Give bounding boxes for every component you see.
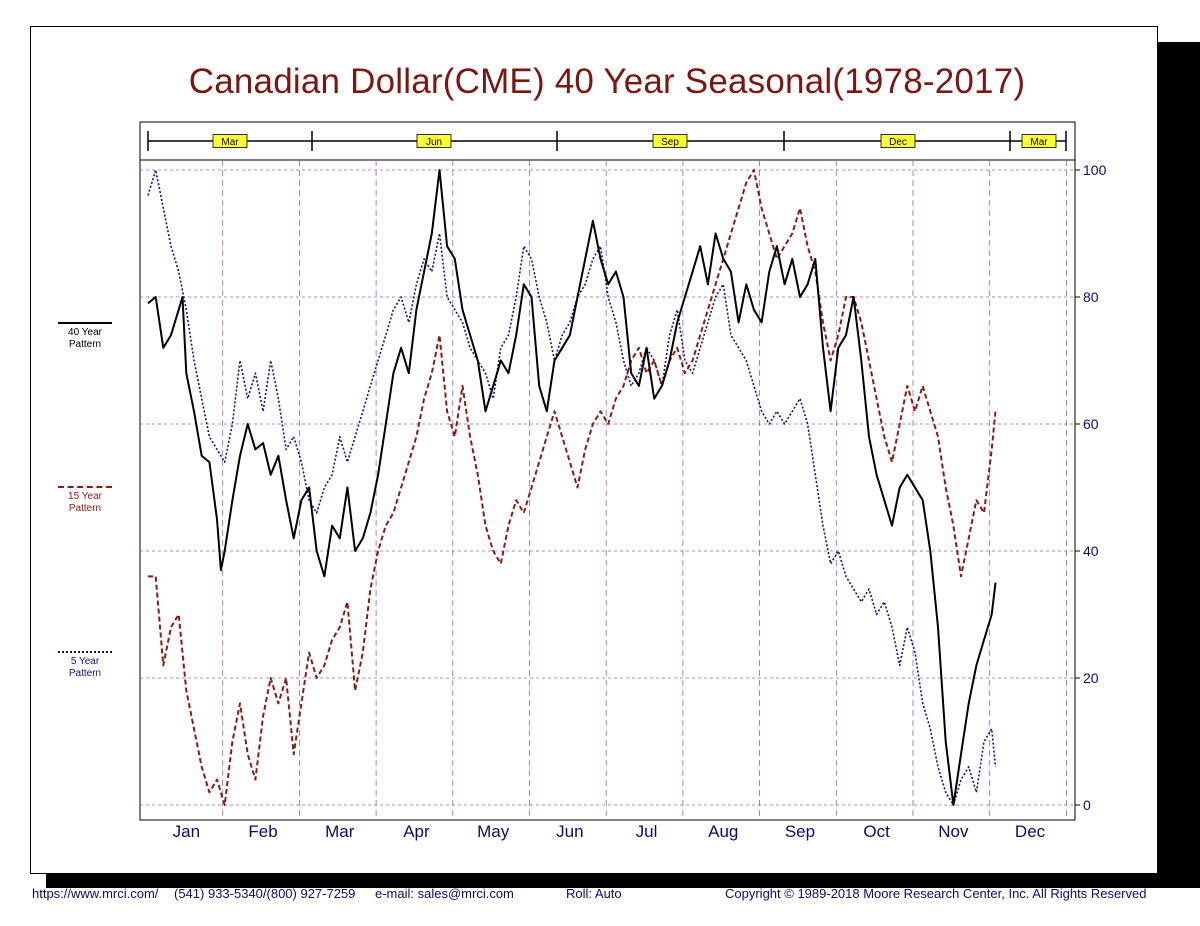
y-tick-label: 20 xyxy=(1083,670,1099,686)
series-line-40-year-pattern xyxy=(147,169,997,806)
y-tick-label: 80 xyxy=(1083,289,1099,305)
contract-label-box xyxy=(880,134,916,148)
legend-label-line2: Pattern xyxy=(68,503,102,514)
x-month-label: Jan xyxy=(173,822,200,841)
x-month-label: Sep xyxy=(785,822,815,841)
contract-label-box xyxy=(1021,134,1057,148)
x-month-label: Mar xyxy=(325,822,355,841)
y-tick-label: 40 xyxy=(1083,543,1099,559)
contract-label-box xyxy=(416,134,452,148)
legend-label-line1: 5 Year xyxy=(70,656,100,667)
legend-label-line2: Pattern xyxy=(68,668,102,679)
contract-label: Jun xyxy=(426,137,442,148)
contract-label-box xyxy=(212,134,248,148)
x-month-label: Jun xyxy=(556,822,583,841)
x-month-label: Nov xyxy=(938,822,969,841)
x-month-label: Oct xyxy=(863,822,890,841)
x-month-label: Feb xyxy=(248,822,277,841)
x-month-label: Aug xyxy=(708,822,738,841)
legend-5-year: 5 Year Pattern xyxy=(58,651,112,680)
series-line-15-year-pattern xyxy=(148,169,997,806)
chart-title: Canadian Dollar(CME) 40 Year Seasonal(19… xyxy=(188,62,1026,101)
contract-label: Dec xyxy=(889,137,907,148)
legend-line-15-year xyxy=(58,486,112,488)
footer-roll: Roll: Auto xyxy=(566,886,622,901)
legend-line-5-year xyxy=(58,651,112,653)
footer-copyright: Copyright © 1989-2018 Moore Research Cen… xyxy=(725,886,1147,901)
footer-url[interactable]: https://www.mrci.com/ xyxy=(32,886,159,901)
x-month-label: Jul xyxy=(636,822,658,841)
footer: https://www.mrci.com/ (541) 933-5340/(80… xyxy=(32,886,1168,906)
y-tick-label: 0 xyxy=(1083,797,1091,813)
contract-label-box xyxy=(652,134,688,148)
legend-label-line1: 40 Year xyxy=(68,327,102,338)
legend-label-line1: 15 Year xyxy=(68,491,102,502)
x-month-label: Dec xyxy=(1015,822,1046,841)
legend-40-year: 40 Year Pattern xyxy=(58,322,112,351)
legend-15-year: 15 Year Pattern xyxy=(58,486,112,515)
legend-line-40-year xyxy=(58,322,112,324)
contract-label: Mar xyxy=(1030,137,1048,148)
footer-email[interactable]: e-mail: sales@mrci.com xyxy=(375,886,514,901)
contract-label: Sep xyxy=(661,137,679,148)
plot-frame xyxy=(139,121,1076,821)
footer-phone: (541) 933-5340/(800) 927-7259 xyxy=(174,886,356,901)
series-line-5-year-pattern xyxy=(147,169,997,806)
y-tick-label: 100 xyxy=(1083,162,1107,178)
contract-label: Mar xyxy=(221,137,239,148)
legend-label-line2: Pattern xyxy=(68,339,102,350)
y-tick-label: 60 xyxy=(1083,416,1099,432)
x-month-label: Apr xyxy=(403,822,430,841)
x-month-label: May xyxy=(477,822,510,841)
